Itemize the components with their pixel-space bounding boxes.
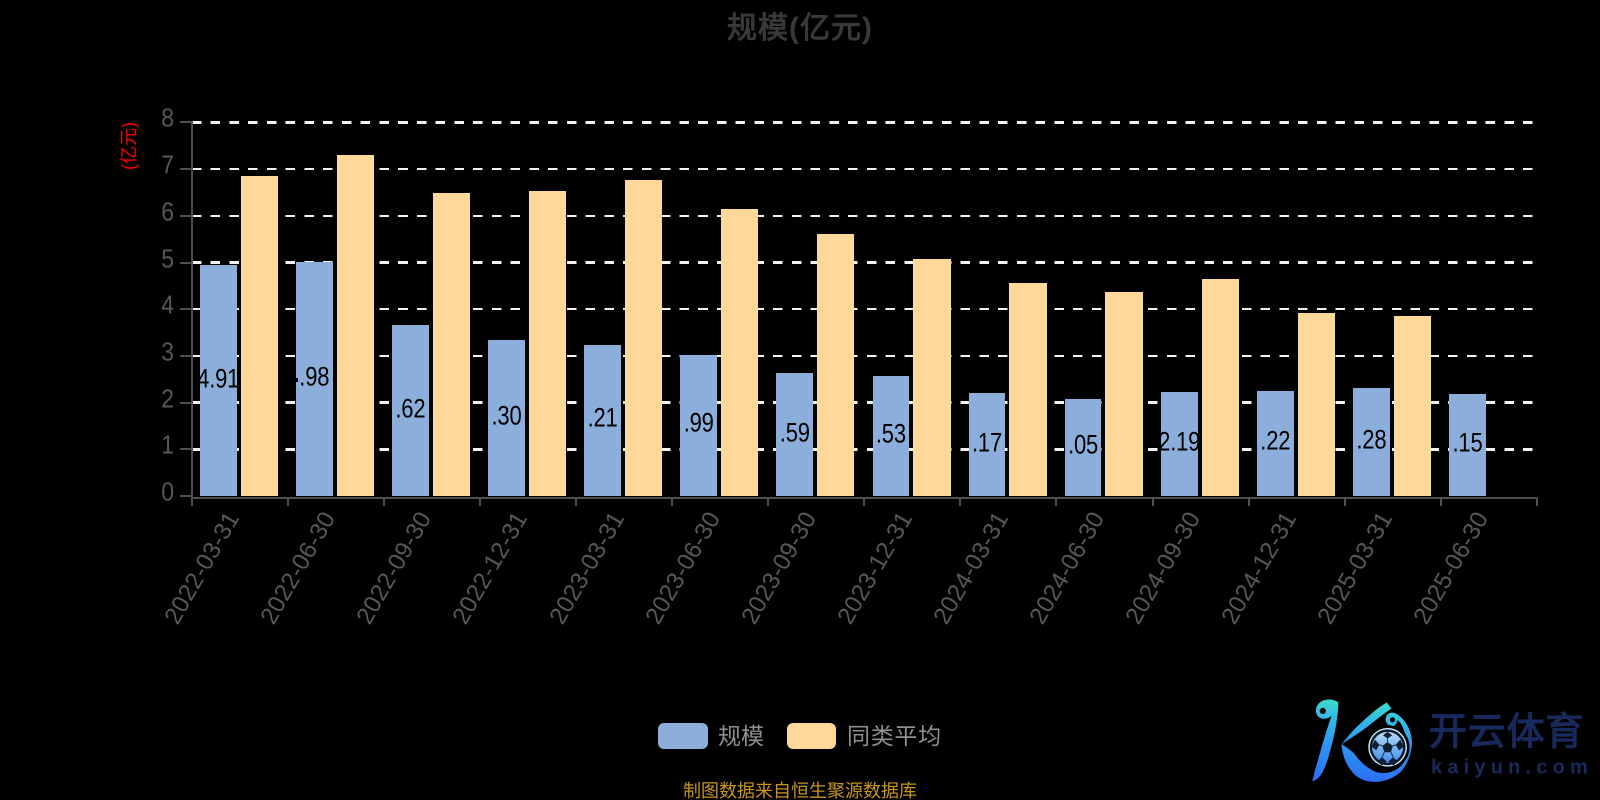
svg-text:kaiyun.com: kaiyun.com [1431,757,1593,779]
svg-text:开云体育: 开云体育 [1429,712,1584,754]
